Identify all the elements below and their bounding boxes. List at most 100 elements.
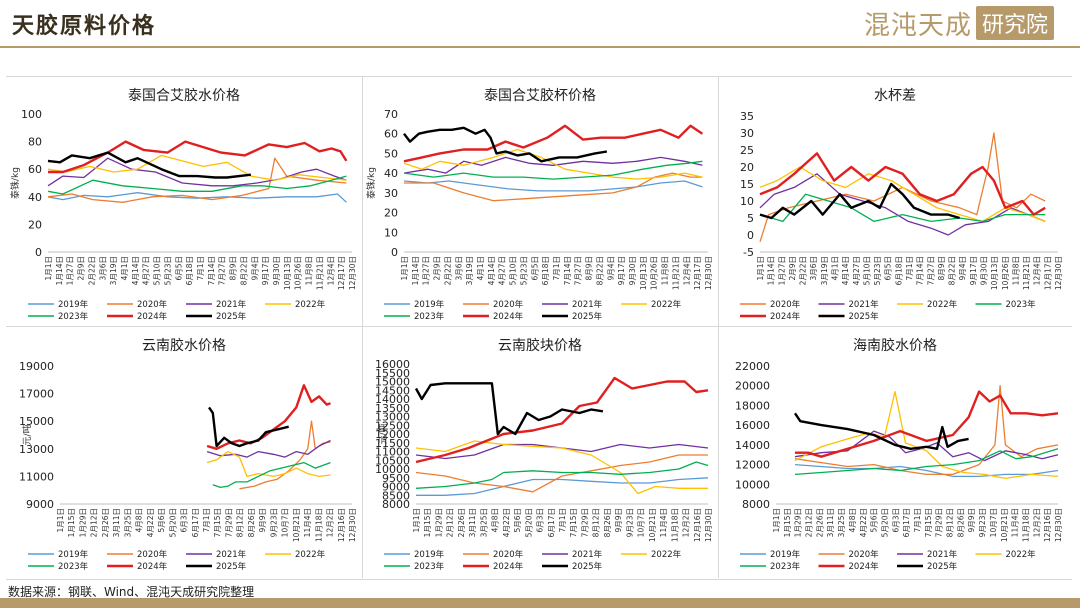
y-tick-label: 10000 (375, 463, 410, 476)
x-tick-label: 5月23日 (519, 256, 528, 285)
y-tick-label: 16000 (735, 419, 770, 432)
x-tick-label: 3月25日 (479, 508, 488, 537)
x-tick-label: 11月18日 (670, 508, 679, 542)
x-tick-label: 5月6日 (870, 508, 879, 533)
x-tick-label: 11月21日 (671, 256, 680, 290)
series-line-2021年 (759, 173, 1046, 236)
legend-label: 2023年 (58, 561, 89, 572)
x-tick-label: 9月30日 (628, 256, 637, 285)
x-tick-label: 6月17日 (547, 508, 556, 537)
series-line-2025年 (794, 412, 969, 450)
x-tick-label: 7月15日 (213, 508, 222, 537)
x-tick-label: 8月26日 (956, 508, 965, 537)
legend-label: 2023年 (1006, 299, 1037, 310)
x-tick-label: 8月22日 (595, 256, 604, 285)
x-tick-label: 10月7日 (637, 508, 646, 537)
series-line-2024年 (403, 124, 704, 163)
header-rule (0, 46, 1080, 48)
y-tick-label: 12500 (375, 419, 410, 432)
x-tick-label: 2月26日 (101, 508, 110, 537)
x-tick-label: 3月19日 (820, 256, 829, 285)
x-tick-label: 1月15日 (783, 508, 792, 537)
x-tick-label: 1月29日 (794, 508, 803, 537)
y-tick-label: 70 (384, 108, 398, 121)
series-line-2025年 (208, 406, 289, 448)
x-tick-label: 7月1日 (558, 508, 567, 533)
y-tick-label: 35 (740, 110, 754, 123)
legend-label: 2023年 (770, 561, 801, 572)
series-line-2021年 (206, 439, 331, 458)
panel-divider (718, 76, 719, 578)
x-tick-label: 7月29日 (935, 508, 944, 537)
x-tick-label: 5月23日 (873, 256, 882, 285)
y-tick-label: 5 (747, 212, 754, 225)
x-tick-label: 2月9日 (433, 256, 442, 281)
x-tick-label: 2月22日 (443, 256, 452, 285)
x-tick-label: 4月8日 (491, 508, 500, 533)
y-tick-label: 10000 (735, 478, 770, 491)
x-tick-label: 8月22日 (239, 256, 248, 285)
x-tick-label: 10月26日 (650, 256, 659, 290)
x-tick-label: 4月27日 (142, 256, 151, 285)
brand-text: 混沌天成 (863, 10, 972, 41)
x-tick-label: 9月4日 (250, 256, 259, 281)
x-tick-label: 2月22日 (87, 256, 96, 285)
chart-title: 云南胶水价格 (142, 337, 226, 354)
x-tick-label: 5月10日 (509, 256, 518, 285)
series-line-2023年 (759, 193, 1046, 223)
legend-label: 2021年 (849, 299, 880, 310)
series-line-2024年 (759, 152, 1046, 216)
y-tick-label: 10 (384, 226, 398, 239)
legend-label: 2019年 (58, 549, 89, 560)
y-tick-label: 13000 (19, 443, 54, 456)
legend-label: 2021年 (572, 549, 603, 560)
x-tick-label: 12月2日 (1032, 508, 1041, 537)
x-tick-label: 12月30日 (704, 508, 713, 542)
series-line-2025年 (759, 182, 960, 220)
x-tick-label: 2月9日 (788, 256, 797, 281)
y-tick-label: 40 (384, 167, 398, 180)
x-tick-label: 4月1日 (476, 256, 485, 281)
x-tick-label: 7月1日 (905, 256, 914, 281)
legend-label: 2020年 (137, 549, 168, 560)
y-tick-label: 9000 (26, 498, 54, 511)
x-tick-label: 12月30日 (1054, 508, 1063, 542)
x-tick-label: 11月18日 (314, 508, 323, 542)
y-tick-label: 20 (28, 218, 42, 231)
x-tick-label: 8月26日 (603, 508, 612, 537)
x-tick-label: 8月9日 (229, 256, 238, 281)
x-tick-label: 10月13日 (283, 256, 292, 290)
legend-label: 2020年 (493, 549, 524, 560)
series-line-2022年 (403, 148, 703, 180)
x-tick-label: 10月13日 (639, 256, 648, 290)
x-tick-label: 6月3日 (891, 508, 900, 533)
x-tick-label: 1月14日 (767, 256, 776, 285)
y-tick-label: 30 (384, 187, 398, 200)
page-title: 天胶原料价格 (12, 13, 157, 39)
series-line-2025年 (414, 382, 604, 436)
y-tick-label: 16000 (375, 358, 410, 371)
x-tick-label: 3月11日 (468, 508, 477, 537)
y-tick-label: 60 (384, 128, 398, 141)
legend-label: 2023年 (414, 561, 445, 572)
legend-label: 2024年 (137, 561, 168, 572)
series-line-2024年 (415, 376, 709, 464)
x-tick-label: 7月27日 (574, 256, 583, 285)
x-tick-label: 7月1日 (196, 256, 205, 281)
x-tick-label: 8月26日 (247, 508, 256, 537)
series-line-2023年 (403, 160, 703, 180)
series-line-2023年 (47, 175, 347, 195)
x-tick-label: 1月29日 (434, 508, 443, 537)
x-tick-label: 1月14日 (411, 256, 420, 285)
x-tick-label: 12月16日 (1043, 508, 1052, 542)
y-tick-label: 14000 (375, 393, 410, 406)
x-tick-label: 5月20日 (168, 508, 177, 537)
x-tick-label: 10月26日 (294, 256, 303, 290)
x-tick-label: 12月2日 (682, 508, 691, 537)
legend-label: 2021年 (216, 549, 247, 560)
legend-label: 2021年 (927, 549, 958, 560)
legend-label: 2025年 (216, 561, 247, 572)
y-tick-label: 15000 (375, 376, 410, 389)
x-tick-label: 3月19日 (465, 256, 474, 285)
